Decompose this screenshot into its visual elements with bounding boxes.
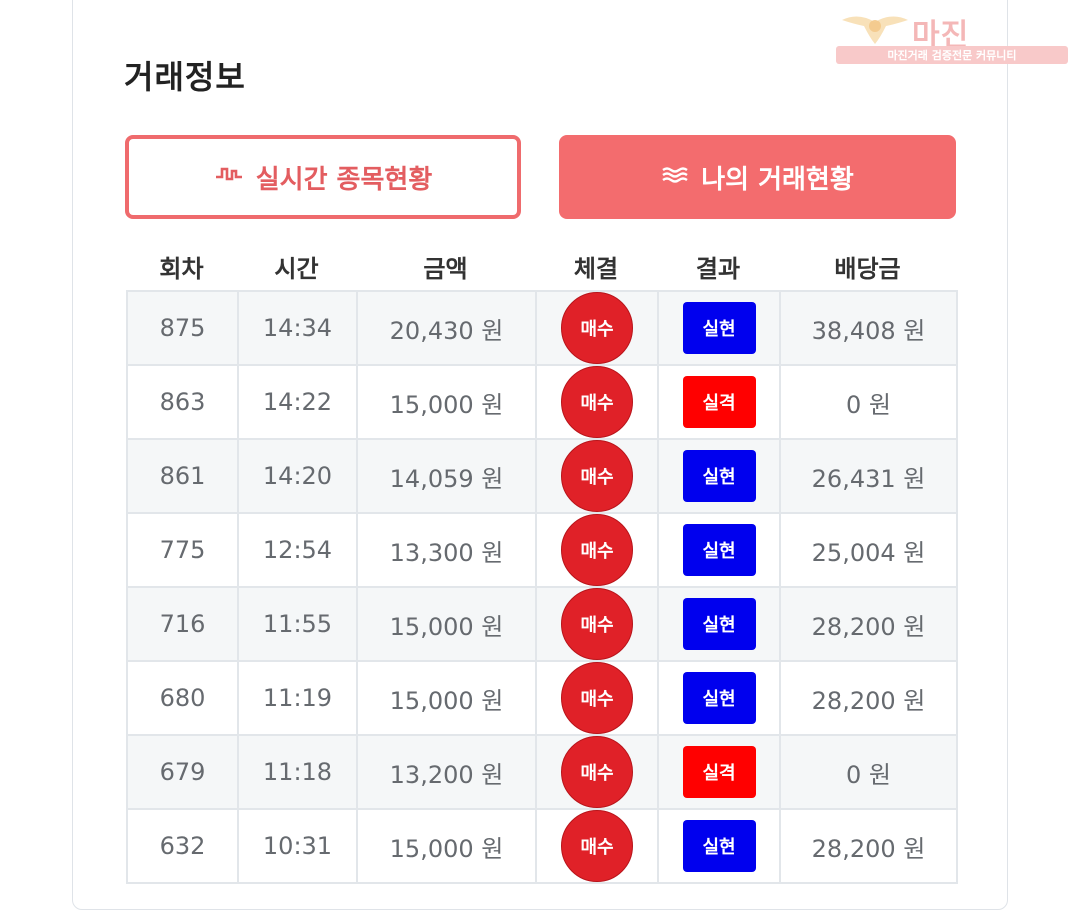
payout-cell: 28,200 원 — [779, 808, 958, 884]
buy-badge: 매수 — [561, 588, 633, 660]
time-cell: 12:54 — [237, 512, 358, 588]
buy-badge: 매수 — [561, 810, 633, 882]
realtime-status-tab[interactable]: 실시간 종목현황 — [125, 135, 521, 219]
execution-cell: 매수 — [535, 512, 659, 588]
result-badge: 실현 — [682, 598, 756, 650]
buy-badge: 매수 — [561, 440, 633, 512]
amount-cell: 15,000 원 — [356, 364, 537, 440]
round-cell: 875 — [126, 290, 239, 366]
pulse-icon — [214, 162, 244, 192]
time-cell: 10:31 — [237, 808, 358, 884]
round-cell: 775 — [126, 512, 239, 588]
payout-cell: 28,200 원 — [779, 660, 958, 736]
amount-cell: 15,000 원 — [356, 586, 537, 662]
amount-cell: 13,300 원 — [356, 512, 537, 588]
table-row: 875 14:34 20,430 원 매수 실현 38,408 원 — [126, 290, 958, 366]
result-badge: 실현 — [682, 524, 756, 576]
payout-cell: 28,200 원 — [779, 586, 958, 662]
buy-badge: 매수 — [561, 736, 633, 808]
payout-cell: 25,004 원 — [779, 512, 958, 588]
buy-badge: 매수 — [561, 366, 633, 438]
trade-table: 875 14:34 20,430 원 매수 실현 38,408 원 863 14:22 15,0… — [126, 290, 958, 884]
page-title: 거래정보 — [124, 58, 246, 96]
result-cell: 실격 — [657, 734, 781, 810]
execution-cell: 매수 — [535, 290, 659, 366]
buy-badge: 매수 — [561, 662, 633, 734]
result-cell: 실현 — [657, 660, 781, 736]
payout-cell: 38,408 원 — [779, 290, 958, 366]
time-cell: 14:34 — [237, 290, 358, 366]
result-cell: 실현 — [657, 438, 781, 514]
header-time: 시간 — [274, 254, 319, 283]
result-badge: 실현 — [682, 672, 756, 724]
table-row: 863 14:22 15,000 원 매수 실격 0 원 — [126, 364, 958, 440]
watermark-tagline: 마진거래 검증전문 커뮤니티 — [836, 46, 1068, 64]
table-row: 679 11:18 13,200 원 매수 실격 0 원 — [126, 734, 958, 810]
amount-cell: 13,200 원 — [356, 734, 537, 810]
time-cell: 11:19 — [237, 660, 358, 736]
realtime-status-label: 실시간 종목현황 — [255, 164, 433, 195]
table-row: 680 11:19 15,000 원 매수 실현 28,200 원 — [126, 660, 958, 736]
table-row: 775 12:54 13,300 원 매수 실현 25,004 원 — [126, 512, 958, 588]
round-cell: 679 — [126, 734, 239, 810]
my-trade-status-label: 나의 거래현황 — [701, 164, 854, 195]
payout-cell: 26,431 원 — [779, 438, 958, 514]
result-badge: 실격 — [682, 376, 756, 428]
amount-cell: 15,000 원 — [356, 808, 537, 884]
time-cell: 11:18 — [237, 734, 358, 810]
time-cell: 14:22 — [237, 364, 358, 440]
table-row: 861 14:20 14,059 원 매수 실현 26,431 원 — [126, 438, 958, 514]
buy-badge: 매수 — [561, 514, 633, 586]
round-cell: 861 — [126, 438, 239, 514]
amount-cell: 20,430 원 — [356, 290, 537, 366]
round-cell: 863 — [126, 364, 239, 440]
execution-cell: 매수 — [535, 364, 659, 440]
round-cell: 632 — [126, 808, 239, 884]
table-row: 632 10:31 15,000 원 매수 실현 28,200 원 — [126, 808, 958, 884]
execution-cell: 매수 — [535, 586, 659, 662]
result-badge: 실현 — [682, 302, 756, 354]
result-cell: 실현 — [657, 586, 781, 662]
header-execution: 체결 — [573, 254, 619, 283]
time-cell: 14:20 — [237, 438, 358, 514]
header-round: 회차 — [159, 254, 204, 283]
result-cell: 실현 — [657, 808, 781, 884]
buy-badge: 매수 — [561, 292, 633, 364]
header-result: 결과 — [695, 254, 741, 283]
table-row: 716 11:55 15,000 원 매수 실현 28,200 원 — [126, 586, 958, 662]
execution-cell: 매수 — [535, 734, 659, 810]
my-trade-status-tab[interactable]: 나의 거래현황 — [559, 135, 956, 219]
result-badge: 실현 — [682, 820, 756, 872]
result-cell: 실현 — [657, 512, 781, 588]
table-header: 회차 시간 금액 체결 결과 배당금 — [126, 244, 956, 288]
time-cell: 11:55 — [237, 586, 358, 662]
result-cell: 실현 — [657, 290, 781, 366]
execution-cell: 매수 — [535, 438, 659, 514]
waves-icon — [661, 162, 689, 192]
eagle-emblem-icon — [842, 16, 908, 44]
payout-cell: 0 원 — [779, 364, 958, 440]
execution-cell: 매수 — [535, 808, 659, 884]
amount-cell: 14,059 원 — [356, 438, 537, 514]
site-watermark: 마진 마진거래 검증전문 커뮤니티 — [836, 8, 1068, 64]
result-badge: 실격 — [682, 746, 756, 798]
amount-cell: 15,000 원 — [356, 660, 537, 736]
result-cell: 실격 — [657, 364, 781, 440]
round-cell: 716 — [126, 586, 239, 662]
header-payout: 배당금 — [834, 254, 901, 283]
round-cell: 680 — [126, 660, 239, 736]
result-badge: 실현 — [682, 450, 756, 502]
header-amount: 금액 — [423, 254, 468, 283]
payout-cell: 0 원 — [779, 734, 958, 810]
execution-cell: 매수 — [535, 660, 659, 736]
